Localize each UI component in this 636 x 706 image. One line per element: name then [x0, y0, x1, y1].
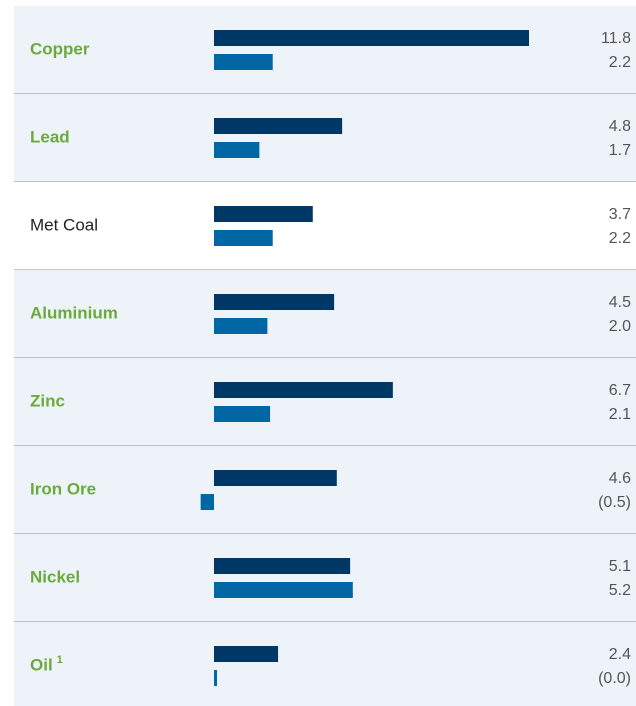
bar — [214, 582, 353, 598]
bar — [214, 230, 273, 246]
value-label: 2.0 — [609, 318, 631, 335]
value-label: 4.5 — [609, 294, 631, 311]
value-label: 2.4 — [609, 646, 631, 663]
category-label: Oil — [30, 655, 53, 674]
row-background — [14, 622, 636, 706]
category-label: Zinc — [30, 391, 65, 410]
row-background — [14, 94, 636, 182]
row-background — [14, 6, 636, 94]
row-background — [14, 446, 636, 534]
category-label: Aluminium — [30, 303, 118, 322]
value-label: 2.1 — [609, 406, 631, 423]
value-label: 1.7 — [609, 142, 631, 159]
bar — [214, 382, 393, 398]
bar — [214, 406, 271, 422]
footnote-mark: 1 — [57, 654, 63, 666]
value-label: 6.7 — [609, 382, 631, 399]
bar — [214, 54, 273, 70]
category-label: Iron Ore — [30, 479, 96, 498]
category-label: Lead — [30, 127, 70, 146]
category-label: Met Coal — [30, 215, 98, 234]
bar — [214, 318, 268, 334]
category-label: Nickel — [30, 567, 80, 586]
bar — [214, 646, 279, 662]
bar — [214, 30, 529, 46]
value-label: 4.8 — [609, 118, 631, 135]
value-label: 4.6 — [609, 470, 631, 487]
bar — [214, 142, 260, 158]
bar — [214, 294, 335, 310]
bar — [200, 494, 214, 510]
value-label: 2.2 — [609, 230, 631, 247]
value-label: 3.7 — [609, 206, 631, 223]
row-background — [14, 534, 636, 622]
value-label: 2.2 — [609, 54, 631, 71]
bar — [214, 558, 351, 574]
value-label: 5.1 — [609, 558, 631, 575]
value-label: (0.5) — [598, 494, 631, 511]
category-label: Copper — [30, 39, 90, 58]
bar — [214, 118, 343, 134]
row-background — [14, 358, 636, 446]
row-background — [14, 270, 636, 358]
bar — [214, 206, 313, 222]
row-background — [14, 182, 636, 270]
value-label: 11.8 — [601, 30, 631, 47]
value-label: 5.2 — [609, 582, 631, 599]
value-label: (0.0) — [598, 670, 631, 687]
bar — [214, 670, 217, 686]
bar — [214, 470, 337, 486]
